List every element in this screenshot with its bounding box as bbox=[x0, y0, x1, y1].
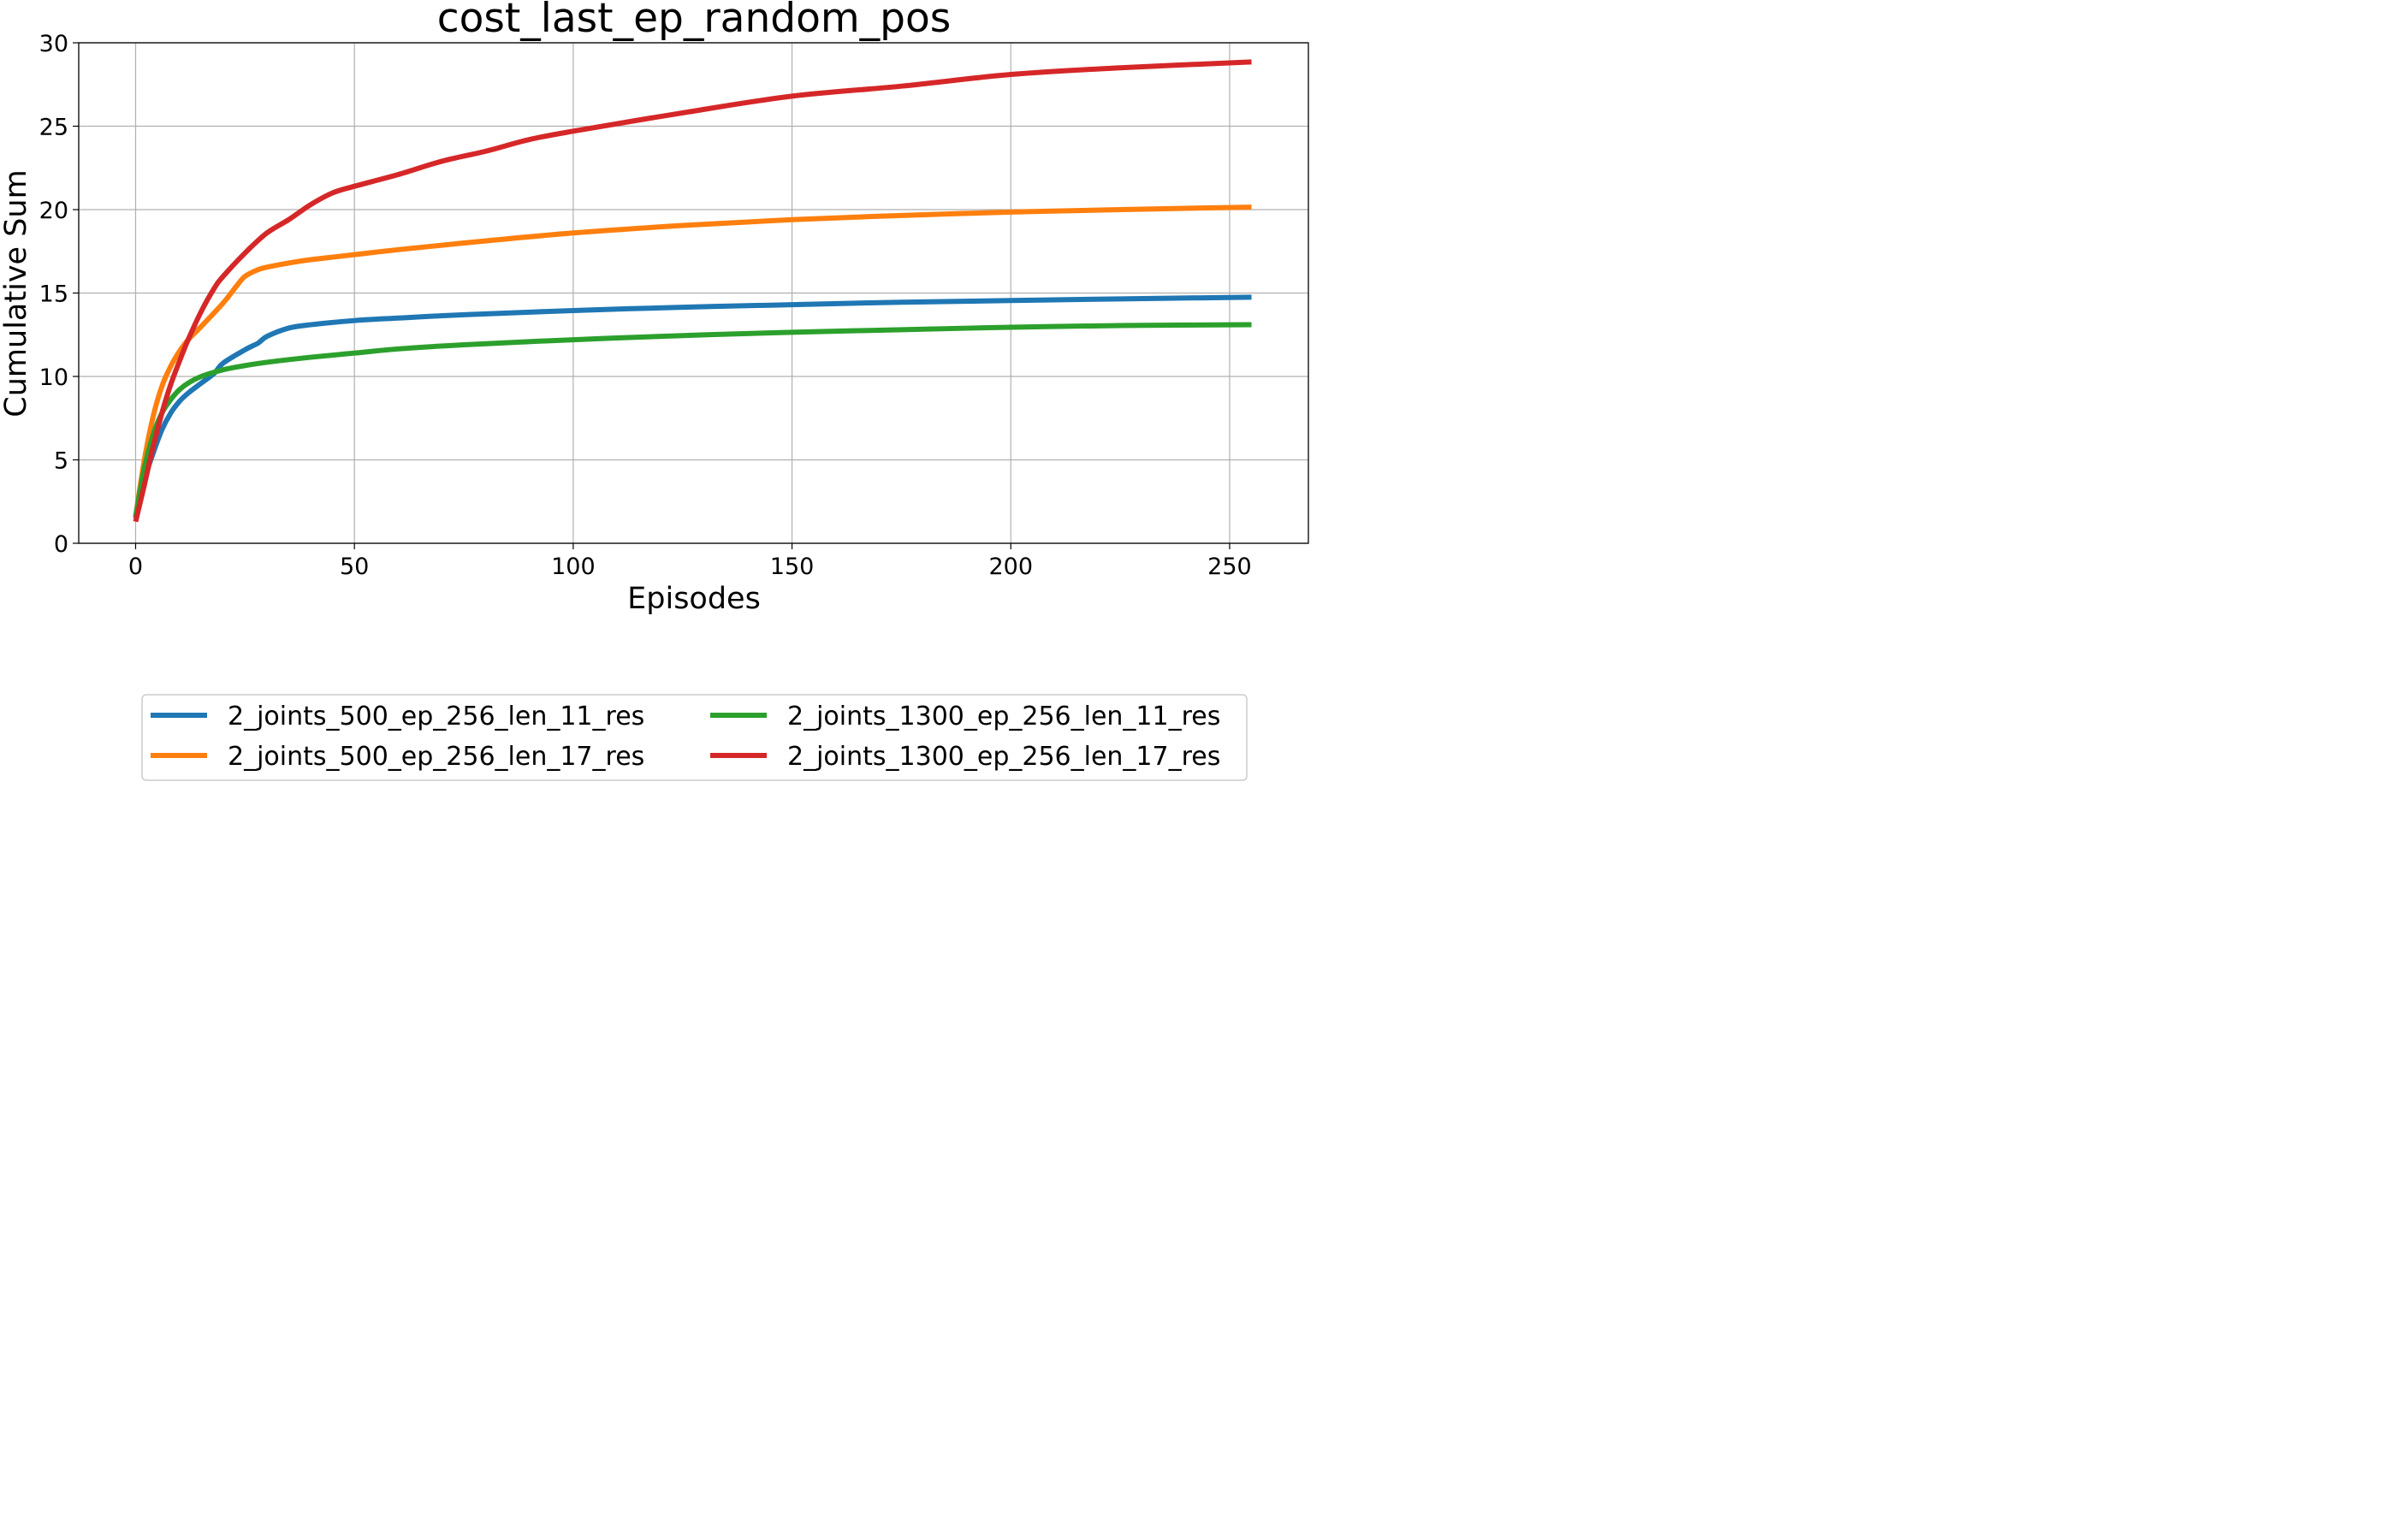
y-tick-label: 20 bbox=[39, 198, 68, 224]
legend-label-4: 2_joints_1300_ep_256_len_17_res bbox=[787, 742, 1220, 772]
x-tick-label: 100 bbox=[551, 554, 596, 580]
y-tick-label: 25 bbox=[39, 115, 68, 141]
y-tick-label: 0 bbox=[54, 531, 68, 558]
x-tick-label: 50 bbox=[340, 554, 369, 580]
legend-frame bbox=[141, 694, 1248, 781]
legend-entries: 2_joints_500_ep_256_len_11_res 2_joints_5… bbox=[151, 702, 1220, 772]
series-lines bbox=[133, 59, 1252, 523]
y-tick-label: 30 bbox=[39, 31, 68, 57]
tick-labels: 0 50 100 150 200 250 0 5 10 15 20 25 30 bbox=[39, 31, 1252, 580]
figure: 0 50 100 150 200 250 0 5 10 15 20 25 30 cost_last_ep… bbox=[0, 0, 1328, 856]
series-line-3 bbox=[133, 322, 1252, 518]
y-tick-label: 15 bbox=[39, 281, 68, 308]
x-tick-label: 250 bbox=[1207, 554, 1252, 580]
y-axis-label: Cumulative Sum bbox=[0, 169, 33, 417]
y-tick-label: 5 bbox=[54, 448, 68, 475]
series-line-1 bbox=[133, 294, 1252, 519]
axes bbox=[73, 42, 1309, 549]
grid bbox=[79, 42, 1308, 544]
legend-label-1: 2_joints_500_ep_256_len_11_res bbox=[228, 702, 644, 732]
x-tick-label: 0 bbox=[128, 554, 143, 580]
legend-label-3: 2_joints_1300_ep_256_len_11_res bbox=[787, 702, 1220, 732]
legend: 2_joints_500_ep_256_len_11_res 2_joints_5… bbox=[141, 694, 1248, 781]
series-line-2 bbox=[133, 204, 1252, 518]
x-tick-label: 150 bbox=[770, 554, 815, 580]
y-tick-label: 10 bbox=[39, 364, 68, 391]
line-chart: 0 50 100 150 200 250 0 5 10 15 20 25 30 cost_last_ep… bbox=[0, 0, 1309, 781]
series-line-4 bbox=[133, 59, 1252, 523]
legend-label-2: 2_joints_500_ep_256_len_17_res bbox=[228, 742, 644, 772]
chart-title: cost_last_ep_random_pos bbox=[437, 0, 951, 42]
plot-frame bbox=[78, 42, 1309, 544]
x-tick-label: 200 bbox=[988, 554, 1033, 580]
x-axis-label: Episodes bbox=[627, 582, 761, 616]
